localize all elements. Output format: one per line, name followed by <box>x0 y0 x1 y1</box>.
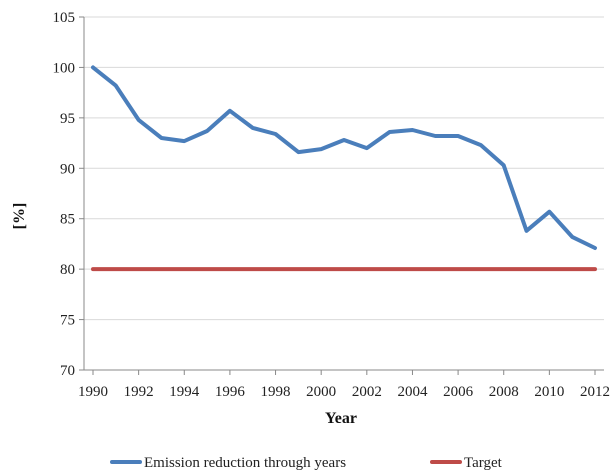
y-tick-label: 100 <box>53 60 76 76</box>
x-axis-title: Year <box>325 410 357 427</box>
y-tick-label: 95 <box>60 111 75 127</box>
x-tick-label: 2010 <box>534 384 564 400</box>
x-tick-label: 1998 <box>261 384 291 400</box>
x-axis-ticks: 1990 1992 1994 1996 1998 2000 2002 2004 2006 2008… <box>78 370 610 400</box>
legend-label: Emission reduction through years <box>144 455 346 471</box>
y-tick-label: 75 <box>60 313 75 329</box>
y-tick-label: 80 <box>60 262 75 278</box>
y-tick-label: 70 <box>60 363 75 379</box>
legend: Emission reduction through years Target <box>110 455 503 471</box>
x-tick-label: 2012 <box>580 384 610 400</box>
y-tick-label: 90 <box>60 161 75 177</box>
gridlines <box>84 16 604 321</box>
x-tick-label: 2000 <box>306 384 336 400</box>
x-tick-label: 1990 <box>78 384 108 400</box>
x-tick-label: 2002 <box>352 384 382 400</box>
x-tick-label: 1992 <box>124 384 154 400</box>
x-tick-label: 2008 <box>489 384 519 400</box>
x-tick-label: 1994 <box>169 384 200 400</box>
y-axis-title: [%] <box>11 203 28 230</box>
x-tick-label: 2006 <box>443 384 474 400</box>
series-line-emission <box>91 65 597 250</box>
axes <box>83 17 604 371</box>
x-tick-label: 2004 <box>397 384 428 400</box>
legend-label: Target <box>464 455 503 471</box>
y-tick-label: 105 <box>53 10 76 26</box>
y-tick-label: 85 <box>60 212 75 228</box>
y-axis-ticks: 70 75 80 85 90 95 100 105 <box>53 10 84 379</box>
x-tick-label: 1996 <box>215 384 246 400</box>
series-lines <box>91 65 597 272</box>
